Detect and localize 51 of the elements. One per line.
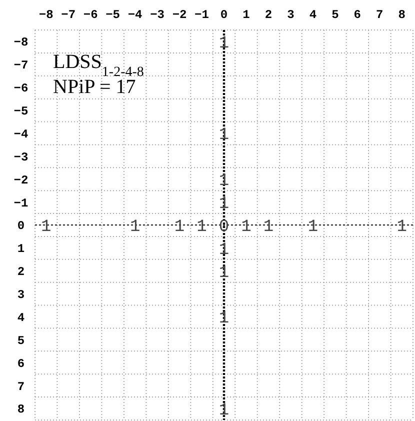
x-tick-label: −7 [61, 8, 76, 22]
y-tick-label: 3 [17, 288, 25, 302]
x-tick-label: −2 [172, 8, 187, 22]
x-tick-label: −6 [83, 8, 98, 22]
x-tick-label: −1 [194, 8, 209, 22]
data-label: 1 [41, 218, 52, 237]
data-label: 1 [218, 310, 230, 329]
x-tick-label: 7 [376, 8, 384, 22]
data-label: 1 [308, 218, 318, 237]
data-label: 1 [396, 218, 407, 237]
data-label: 1 [218, 34, 230, 54]
y-tick-label: 7 [17, 380, 25, 394]
data-label: 1 [196, 218, 207, 237]
x-tick-label: 2 [264, 8, 272, 22]
x-tick-label: −8 [38, 8, 54, 22]
x-tick-label: 6 [354, 8, 362, 22]
data-label: 1 [174, 218, 185, 237]
data-label: 1 [218, 240, 230, 260]
y-tick-label: 8 [17, 402, 25, 417]
data-label: 1 [263, 218, 274, 237]
data-label: 1 [218, 401, 230, 420]
y-tick-label: 2 [17, 265, 25, 280]
x-tick-label: 3 [287, 8, 294, 22]
x-tick-label: −3 [150, 8, 164, 22]
data-label: 1 [218, 126, 230, 146]
y-tick-label: −8 [14, 36, 28, 50]
x-tick-label: 8 [398, 8, 406, 22]
y-tick-label: 4 [17, 310, 25, 325]
x-tick-label: 1 [242, 8, 250, 22]
data-label: 0 [218, 218, 230, 237]
x-tick-label: 5 [332, 8, 339, 22]
y-tick-label: 5 [17, 334, 25, 348]
y-tick-label: −6 [14, 82, 28, 96]
y-tick-label: 0 [17, 219, 25, 234]
y-tick-label: −7 [14, 58, 28, 73]
y-tick-label: −4 [14, 127, 28, 142]
data-label: 1 [130, 218, 140, 237]
y-tick-label: −3 [14, 150, 28, 164]
data-label: 1 [218, 172, 230, 192]
y-tick-label: −1 [14, 196, 28, 210]
data-label: 1 [241, 218, 252, 237]
x-tick-label: −4 [128, 8, 142, 22]
data-label: 1 [218, 264, 230, 283]
data-label: 1 [218, 195, 230, 214]
y-tick-label: −2 [14, 173, 28, 188]
y-tick-label: −5 [14, 104, 28, 118]
y-tick-label: 6 [17, 356, 25, 371]
x-tick-label: 0 [220, 8, 228, 22]
y-tick-label: 1 [17, 242, 25, 256]
x-tick-label: 4 [309, 8, 317, 22]
x-tick-label: −5 [106, 8, 120, 22]
